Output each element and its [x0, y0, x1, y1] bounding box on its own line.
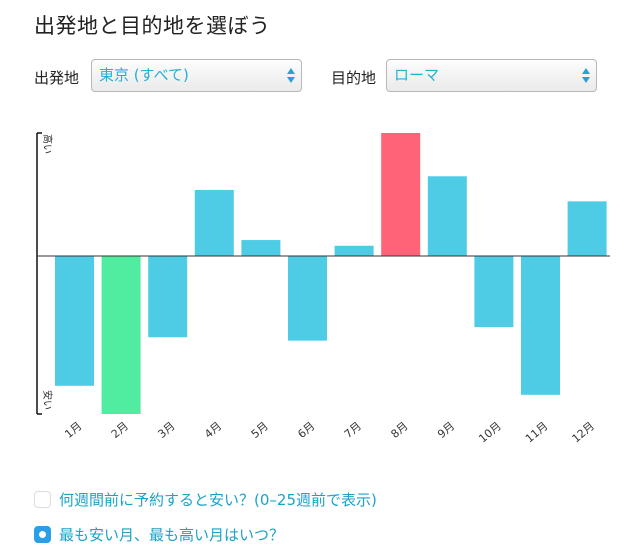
bar-10 [474, 256, 514, 328]
x-tick-label-9: 9月 [435, 419, 457, 441]
x-tick-label-1: 1月 [62, 419, 84, 441]
destination-select-value: ローマ [394, 66, 440, 84]
x-tick-label-2: 2月 [109, 419, 131, 441]
option-cheapest-month-label: 最も安い月、最も高い月はいつ？ [59, 526, 285, 544]
bar-12 [567, 201, 607, 256]
option-cheapest-month[interactable]: 最も安い月、最も高い月はいつ？ [34, 524, 284, 545]
x-tick-label-11: 11月 [523, 419, 551, 445]
origin-select-value: 東京 (すべて) [99, 66, 189, 84]
select-arrows-icon [582, 66, 590, 86]
bar-7 [334, 245, 374, 256]
bar-9 [427, 176, 467, 256]
select-arrows-icon [287, 66, 295, 86]
radio-unselected-icon[interactable] [34, 491, 51, 508]
origin-select[interactable]: 東京 (すべて) [91, 59, 302, 92]
x-tick-label-10: 10月 [476, 419, 504, 445]
y-label-low: 安い [41, 390, 54, 410]
bar-3 [148, 256, 188, 338]
page-title: 出発地と目的地を選ぼう [34, 14, 271, 38]
x-tick-label-8: 8月 [388, 419, 410, 441]
bar-8 [381, 133, 421, 256]
destination-label: 目的地 [331, 69, 377, 87]
x-tick-label-12: 12月 [570, 419, 598, 445]
radio-selected-icon[interactable] [34, 526, 51, 543]
x-tick-label-7: 7月 [342, 419, 364, 441]
bar-6 [288, 256, 327, 341]
bar-1 [55, 256, 94, 386]
bar-11 [521, 256, 560, 395]
x-tick-label-4: 4月 [202, 419, 224, 441]
bar-4 [194, 189, 234, 256]
origin-label: 出発地 [34, 69, 80, 87]
bar-5 [241, 240, 281, 256]
bar-2 [101, 256, 141, 414]
x-tick-label-5: 5月 [249, 419, 271, 441]
option-weeks-before-label: 何週間前に予約すると安い？(0–25週前で表示) [59, 491, 377, 509]
x-tick-label-3: 3月 [155, 419, 177, 441]
destination-select[interactable]: ローマ [386, 59, 597, 92]
option-weeks-before[interactable]: 何週間前に予約すると安い？(0–25週前で表示) [34, 489, 377, 510]
y-label-high: 高い [41, 134, 54, 154]
x-tick-label-6: 6月 [295, 419, 317, 441]
